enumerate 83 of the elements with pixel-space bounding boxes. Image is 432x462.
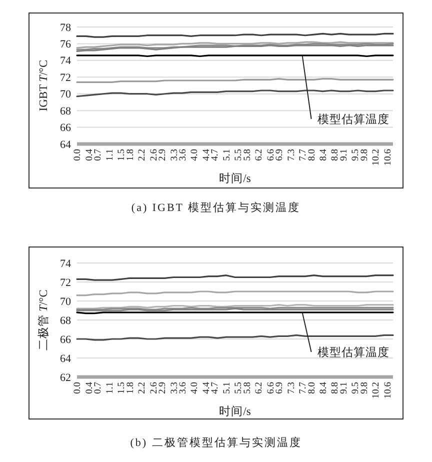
x-tick-label: 0.4 bbox=[84, 382, 95, 394]
x-tick-label: 9.8 bbox=[360, 148, 370, 161]
y-tick-label: 70 bbox=[60, 296, 72, 308]
x-tick-label: 6.9 bbox=[275, 148, 286, 161]
annotation: 模型估算温度 bbox=[317, 345, 390, 359]
x-tick-label: 4.4 bbox=[202, 148, 212, 161]
x-tick-label: 0.0 bbox=[73, 148, 84, 161]
x-tick-label: 7.3 bbox=[286, 382, 297, 394]
x-tick-label: 4.7 bbox=[210, 382, 221, 394]
x-tick-label: 5.1 bbox=[222, 382, 232, 394]
x-tick-label: 0.0 bbox=[73, 382, 84, 394]
y-tick-label: 74 bbox=[60, 55, 72, 68]
x-tick-label: 0.4 bbox=[84, 148, 95, 161]
x-tick-label: 4.0 bbox=[190, 382, 200, 394]
x-tick-label: 5.8 bbox=[242, 148, 253, 161]
x-tick-label: 5.1 bbox=[222, 148, 232, 161]
x-tick-label: 5.5 bbox=[234, 148, 244, 161]
x-tick-label: 9.5 bbox=[351, 382, 362, 394]
x-tick-label: 1.1 bbox=[105, 148, 116, 161]
x-axis-title: 时间/s bbox=[219, 172, 252, 185]
x-axis-title: 时间/s bbox=[219, 405, 252, 418]
x-tick-label: 9.1 bbox=[339, 382, 350, 394]
x-tick-label: 9.5 bbox=[351, 148, 362, 161]
x-tick-label: 6.6 bbox=[266, 382, 276, 394]
y-tick-label: 66 bbox=[60, 122, 72, 134]
x-tick-label: 10.6 bbox=[383, 148, 394, 166]
y-tick-label: 74 bbox=[60, 258, 72, 270]
x-tick-label: 7.7 bbox=[298, 148, 308, 161]
x-tick-label: 4.7 bbox=[210, 148, 221, 161]
y-tick-label: 68 bbox=[60, 105, 72, 118]
x-tick-label: 1.1 bbox=[105, 382, 116, 394]
x-tick-label: 6.9 bbox=[275, 382, 286, 394]
y-axis-title: 二极管 T/°C bbox=[37, 289, 50, 350]
x-tick-label: 8.4 bbox=[318, 382, 329, 394]
y-axis-title: IGBT T/°C bbox=[38, 59, 50, 112]
y-tick-label: 66 bbox=[60, 334, 72, 346]
x-tick-label: 8.4 bbox=[318, 148, 329, 161]
x-tick-label: 9.8 bbox=[360, 382, 370, 394]
x-tick-label: 6.2 bbox=[254, 382, 265, 394]
y-tick-label: 68 bbox=[60, 314, 72, 327]
x-tick-label: 4.0 bbox=[190, 148, 200, 161]
x-tick-label: 8.8 bbox=[330, 382, 341, 394]
x-tick-label: 1.5 bbox=[117, 148, 128, 161]
x-tick-label: 10.2 bbox=[372, 148, 382, 166]
x-tick-label: 1.5 bbox=[117, 382, 128, 394]
x-tick-label: 4.4 bbox=[202, 382, 212, 394]
x-tick-label: 0.7 bbox=[94, 148, 104, 161]
x-tick-label: 0.7 bbox=[94, 382, 104, 394]
x-tick-label: 2.6 bbox=[149, 148, 160, 161]
x-tick-label: 3.3 bbox=[170, 382, 180, 394]
x-tick-label: 7.7 bbox=[298, 382, 308, 394]
y-tick-label: 64 bbox=[60, 352, 72, 365]
x-tick-label: 8.0 bbox=[307, 148, 318, 161]
y-tick-label: 76 bbox=[60, 38, 72, 51]
annotation: 模型估算温度 bbox=[317, 112, 390, 126]
x-tick-label: 3.3 bbox=[170, 148, 180, 161]
x-tick-label: 3.6 bbox=[178, 148, 189, 161]
x-tick-label: 6.6 bbox=[266, 148, 276, 161]
y-tick-label: 72 bbox=[60, 276, 71, 289]
x-tick-label: 1.8 bbox=[126, 148, 136, 161]
y-tick-label: 64 bbox=[60, 138, 72, 151]
text: (a) IGBT 模型估算与实测温度 bbox=[131, 201, 301, 214]
x-tick-label: 5.8 bbox=[242, 382, 253, 394]
x-tick-label: 7.3 bbox=[286, 148, 297, 161]
x-tick-label: 3.6 bbox=[178, 382, 189, 394]
x-tick-label: 1.8 bbox=[126, 382, 136, 394]
x-tick-label: 2.2 bbox=[138, 148, 148, 161]
x-tick-label: 8.0 bbox=[307, 382, 318, 394]
text: (b) 二极管模型估算与实测温度 bbox=[130, 436, 302, 449]
x-tick-label: 5.5 bbox=[234, 382, 244, 394]
x-tick-label: 2.2 bbox=[138, 382, 148, 394]
x-tick-label: 2.9 bbox=[158, 148, 168, 161]
x-tick-label: 6.2 bbox=[254, 148, 265, 161]
x-tick-label: 2.9 bbox=[158, 382, 168, 394]
x-tick-label: 9.1 bbox=[339, 148, 350, 161]
y-tick-label: 78 bbox=[60, 22, 72, 34]
y-tick-label: 62 bbox=[60, 372, 71, 384]
x-tick-label: 2.6 bbox=[149, 382, 160, 394]
x-tick-label: 10.2 bbox=[372, 382, 382, 399]
x-tick-label: 8.8 bbox=[330, 148, 341, 161]
x-tick-label: 10.6 bbox=[383, 382, 394, 399]
y-tick-label: 72 bbox=[60, 72, 71, 84]
y-tick-label: 70 bbox=[60, 88, 72, 101]
